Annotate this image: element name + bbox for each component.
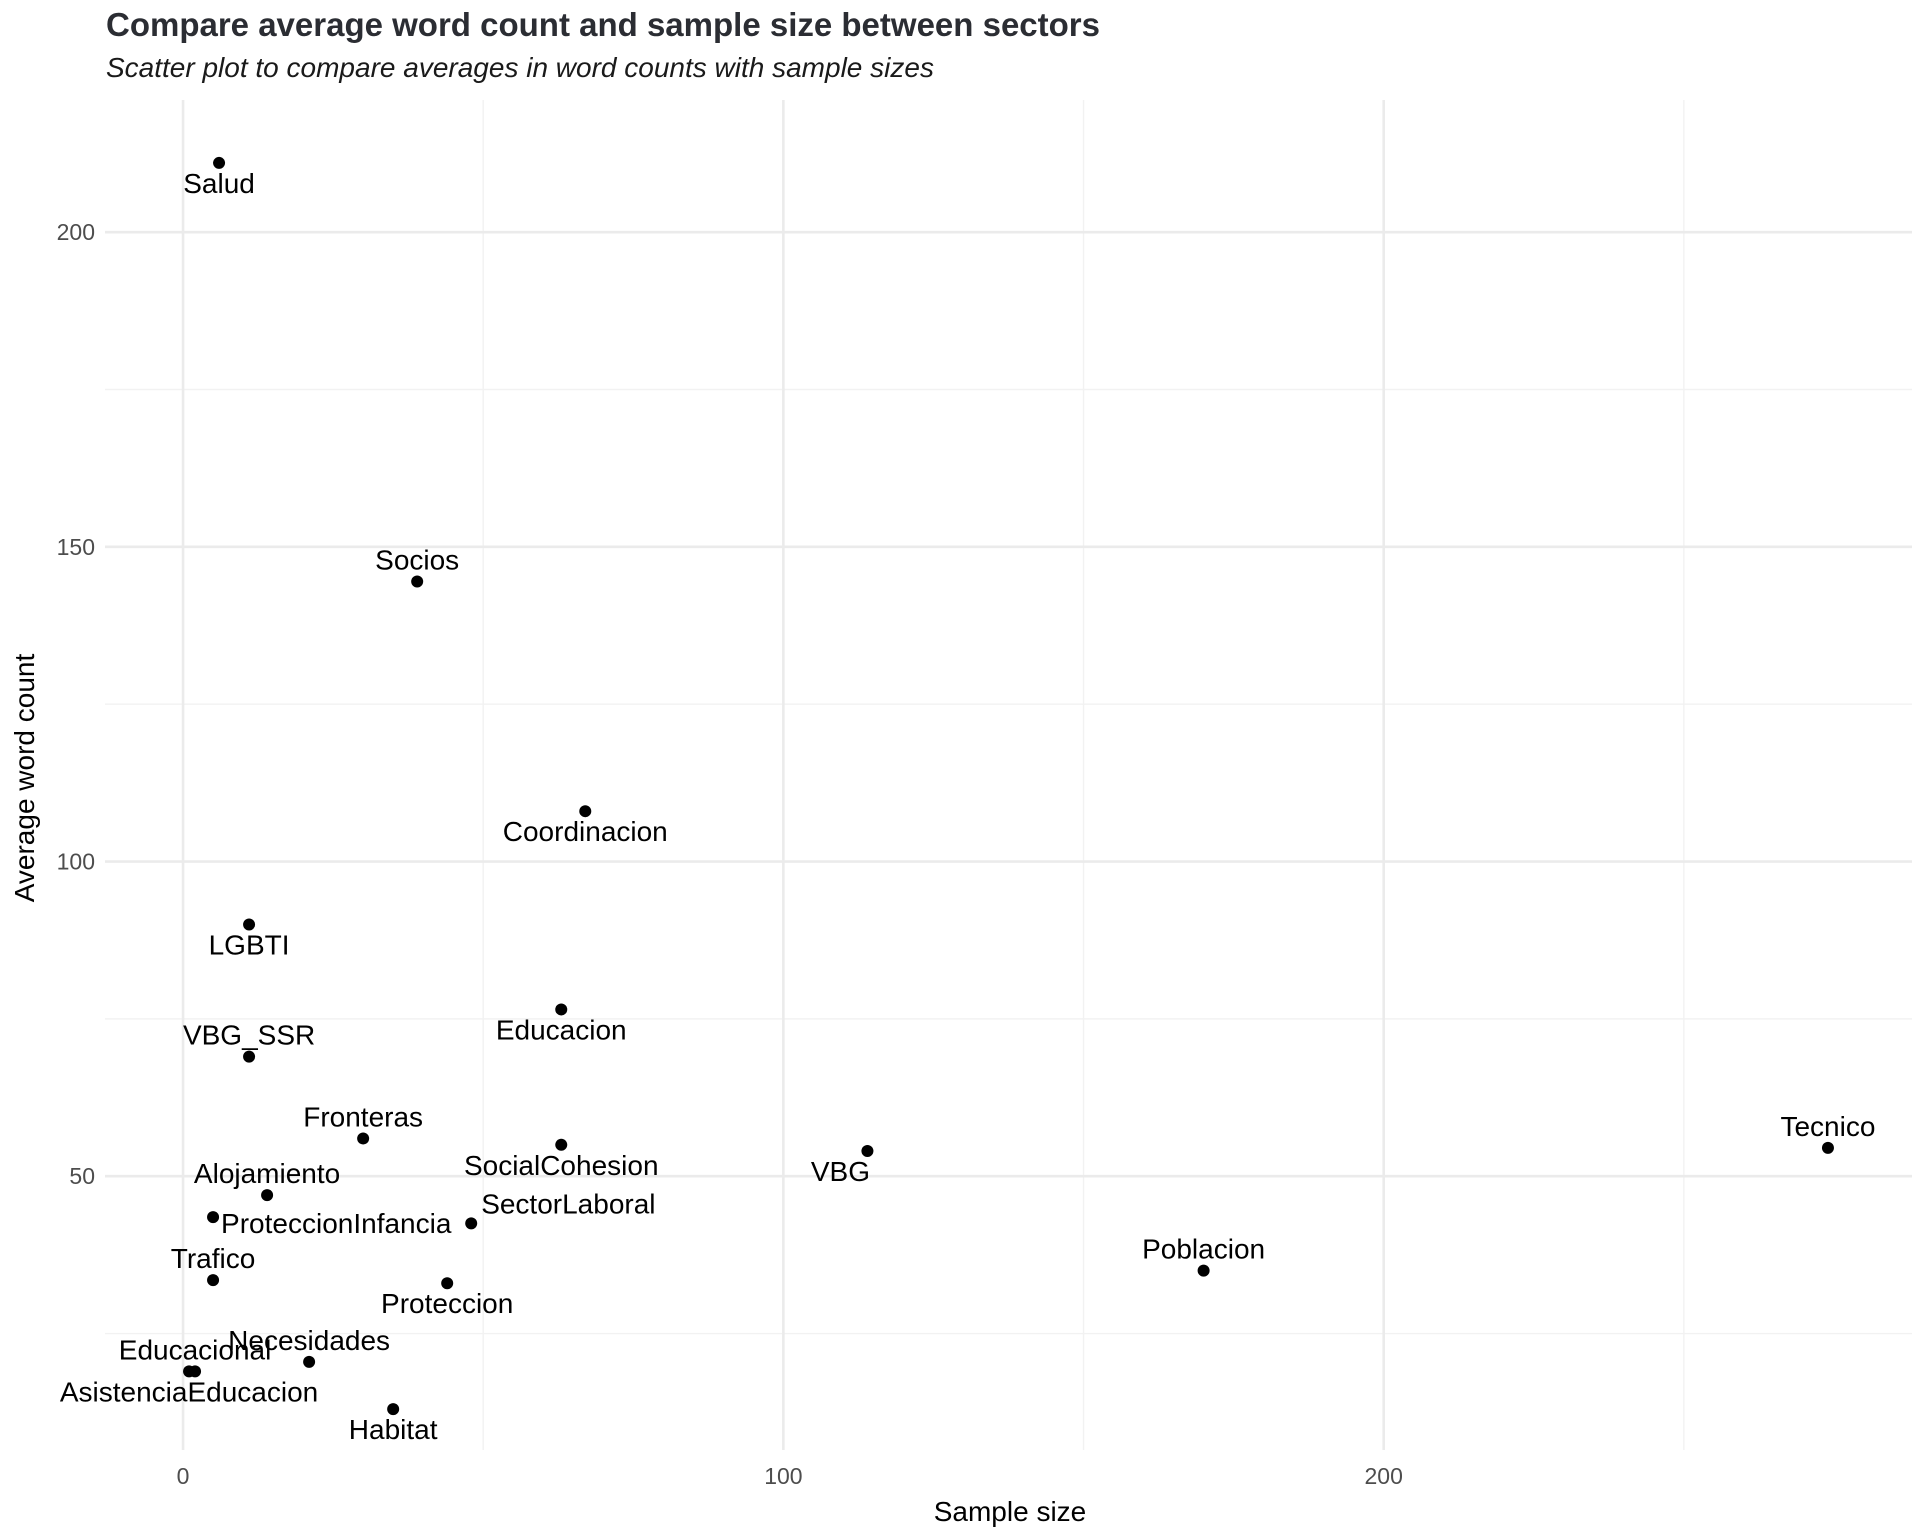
scatter-point (465, 1217, 478, 1230)
point-label: Fronteras (303, 1101, 423, 1132)
point-label: Tecnico (1780, 1111, 1875, 1142)
scatter-point (441, 1277, 454, 1290)
point-label: ProteccionInfancia (221, 1208, 452, 1239)
scatter-point (861, 1145, 874, 1158)
point-label: Coordinacion (503, 816, 668, 847)
chart-subtitle: Scatter plot to compare averages in word… (106, 52, 934, 83)
scatter-point (207, 1274, 220, 1287)
scatter-point (303, 1355, 316, 1368)
grid-lines (105, 100, 1912, 1450)
scatter-point (357, 1132, 370, 1145)
y-tick-label: 100 (57, 849, 95, 875)
y-tick-label: 200 (57, 219, 95, 245)
point-label: Habitat (349, 1414, 438, 1445)
scatter-point (411, 575, 424, 588)
point-label: Trafico (171, 1243, 256, 1274)
point-label: LGBTI (209, 929, 290, 960)
point-label: Salud (183, 168, 255, 199)
x-axis-title: Sample size (934, 1496, 1087, 1527)
scatter-point (243, 918, 256, 931)
point-label: Socios (375, 544, 459, 575)
scatter-point (387, 1403, 400, 1416)
scatter-point (183, 1365, 196, 1378)
scatter-point (555, 1138, 568, 1151)
y-axis-title: Average word count (9, 654, 40, 903)
scatter-point (243, 1050, 256, 1063)
point-label: Educacion (496, 1014, 627, 1045)
x-tick-label: 200 (1365, 1463, 1403, 1489)
y-tick-label: 50 (69, 1163, 95, 1189)
point-label: Educacional (119, 1334, 272, 1365)
point-label: Necesidades (228, 1325, 390, 1356)
point-label: VBG_SSR (183, 1020, 315, 1051)
point-label: Proteccion (381, 1288, 513, 1319)
scatter-point (1197, 1264, 1210, 1277)
x-tick-label: 0 (177, 1463, 190, 1489)
point-label: SectorLaboral (481, 1188, 655, 1219)
scatter-point (579, 805, 592, 818)
point-label: SocialCohesion (464, 1150, 659, 1181)
scatter-point (1821, 1141, 1834, 1154)
point-label: VBG (811, 1156, 870, 1187)
scatter-point (213, 156, 226, 169)
x-tick-label: 100 (764, 1463, 802, 1489)
scatter-point (555, 1003, 568, 1016)
axis-labels: Sample size Average word count 0 100 200 50… (9, 219, 1403, 1527)
point-label: Poblacion (1142, 1234, 1265, 1265)
y-tick-label: 150 (57, 534, 95, 560)
data-points (183, 156, 1834, 1416)
scatter-point (207, 1211, 220, 1224)
chart-title: Compare average word count and sample si… (106, 6, 1100, 43)
scatter-point (261, 1189, 274, 1202)
point-labels: Salud Socios Coordinacion LGBTI Educacion VBG… (60, 168, 1876, 1445)
point-label: AsistenciaEducacion (60, 1376, 318, 1407)
point-label: Alojamiento (194, 1158, 340, 1189)
